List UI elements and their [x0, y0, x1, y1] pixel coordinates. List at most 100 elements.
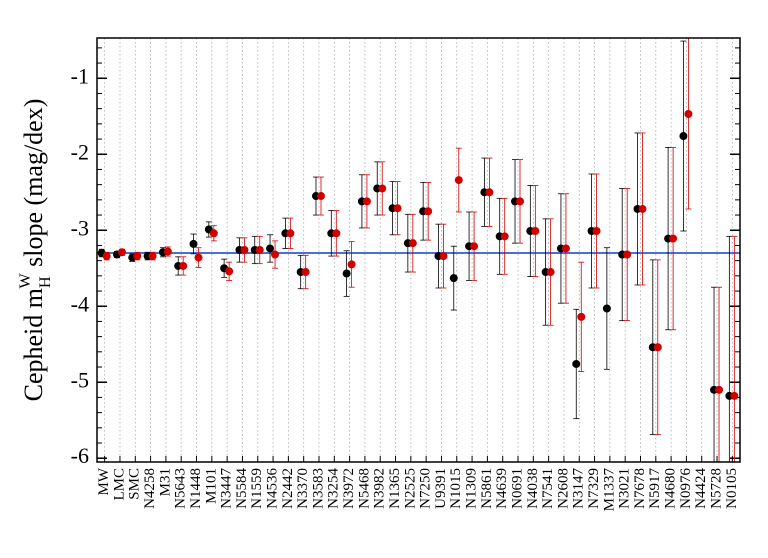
x-tick-label: N3982 [372, 468, 388, 509]
point [638, 204, 647, 213]
point [485, 188, 494, 197]
x-tick-label: SMC [127, 468, 143, 500]
x-tick-label: N4424 [693, 468, 709, 509]
y-axis-label: Cepheid mHW slope (mag/dex) [17, 99, 54, 402]
y-tick-label: -5 [71, 367, 89, 392]
point [679, 132, 688, 141]
point [454, 176, 463, 185]
point [592, 227, 601, 236]
y-tick-label: -2 [71, 139, 89, 164]
point [449, 274, 458, 283]
point [572, 359, 581, 368]
point [424, 207, 433, 216]
x-tick-label: N1309 [464, 468, 480, 509]
x-tick-label: N3147 [571, 468, 587, 509]
point [684, 109, 693, 118]
x-tick-label: N5468 [356, 468, 372, 509]
point [117, 248, 126, 257]
x-tick-label: N7250 [418, 468, 434, 509]
x-tick-label: N4639 [494, 468, 510, 509]
x-tick-label: N4536 [264, 468, 280, 509]
point [577, 312, 586, 321]
x-tick-label: N3447 [219, 468, 235, 509]
point [342, 269, 351, 278]
x-tick-label: M1337 [601, 468, 617, 512]
point [271, 250, 280, 259]
y-tick-label: -3 [71, 215, 89, 240]
point [470, 242, 479, 251]
x-tick-label: N1448 [188, 468, 204, 509]
x-tick-label: U9391 [433, 468, 449, 509]
x-tick-label: N7329 [586, 468, 602, 509]
x-tick-label: N3583 [310, 468, 326, 509]
x-tick-label: N0976 [678, 468, 694, 509]
point [266, 244, 275, 253]
x-tick-label: N5643 [173, 468, 189, 509]
x-tick-label: N1559 [249, 468, 265, 509]
point [730, 391, 739, 400]
point [347, 260, 356, 269]
x-tick-label: N3254 [326, 468, 342, 509]
point [225, 267, 234, 276]
point [163, 247, 172, 256]
x-tick-label: N2442 [280, 468, 296, 509]
x-tick-label: N7541 [540, 468, 556, 509]
point [500, 232, 509, 241]
point [531, 227, 540, 236]
point [102, 252, 111, 261]
point [332, 229, 341, 238]
y-label-main: Cepheid m [19, 288, 48, 401]
x-tick-label: N4680 [663, 468, 679, 509]
x-tick-label: N2608 [555, 468, 571, 509]
point [623, 250, 632, 259]
point [715, 385, 724, 394]
point [240, 246, 249, 254]
x-tick-label: N5584 [234, 468, 250, 509]
x-tick-label: MW [96, 467, 112, 495]
y-label-sub: H [37, 276, 54, 288]
point [255, 246, 264, 254]
y-tick-label: -1 [71, 63, 89, 88]
point [316, 192, 325, 201]
x-tick-label: N5728 [708, 468, 724, 509]
point [133, 252, 142, 261]
y-label-sup: W [17, 272, 34, 288]
x-tick-label: N1015 [448, 468, 464, 509]
point [189, 239, 198, 248]
x-tick-label: N3972 [341, 468, 357, 509]
point [602, 304, 611, 313]
y-label-rest: slope (mag/dex) [19, 99, 48, 274]
point [301, 268, 310, 277]
point [561, 244, 570, 253]
plot-frame [96, 37, 741, 463]
x-tick-label: N7678 [632, 468, 648, 509]
point [194, 253, 203, 262]
x-tick-label: N1365 [387, 468, 403, 509]
x-tick-label: N5917 [647, 468, 663, 509]
point [378, 184, 387, 193]
point [546, 268, 555, 277]
x-tick-label: N0105 [724, 468, 740, 509]
point [148, 252, 157, 261]
y-tick-label: -6 [71, 443, 89, 468]
point [286, 229, 295, 238]
x-tick-label: M31 [157, 468, 173, 496]
point [362, 197, 371, 206]
point [516, 197, 525, 206]
x-tick-label: N3370 [295, 468, 311, 509]
point [669, 234, 678, 243]
y-tick-label: -4 [71, 291, 89, 316]
point [179, 261, 188, 270]
x-tick-label: N4258 [142, 468, 158, 509]
x-tick-label: LMC [111, 468, 127, 501]
x-tick-label: N2525 [402, 468, 418, 509]
x-tick-label: N3021 [617, 468, 633, 509]
point [209, 229, 218, 238]
point [408, 239, 417, 248]
x-tick-label: N5861 [479, 468, 495, 509]
point [439, 252, 448, 261]
x-tick-label: N4038 [525, 468, 541, 509]
point [653, 343, 662, 352]
